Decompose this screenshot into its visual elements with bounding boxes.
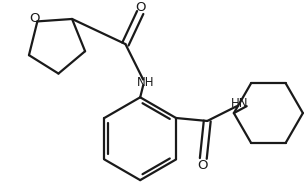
- Text: O: O: [135, 1, 145, 14]
- Text: NH: NH: [137, 76, 155, 89]
- Text: O: O: [29, 12, 40, 25]
- Text: HN: HN: [231, 97, 249, 110]
- Text: O: O: [197, 159, 208, 172]
